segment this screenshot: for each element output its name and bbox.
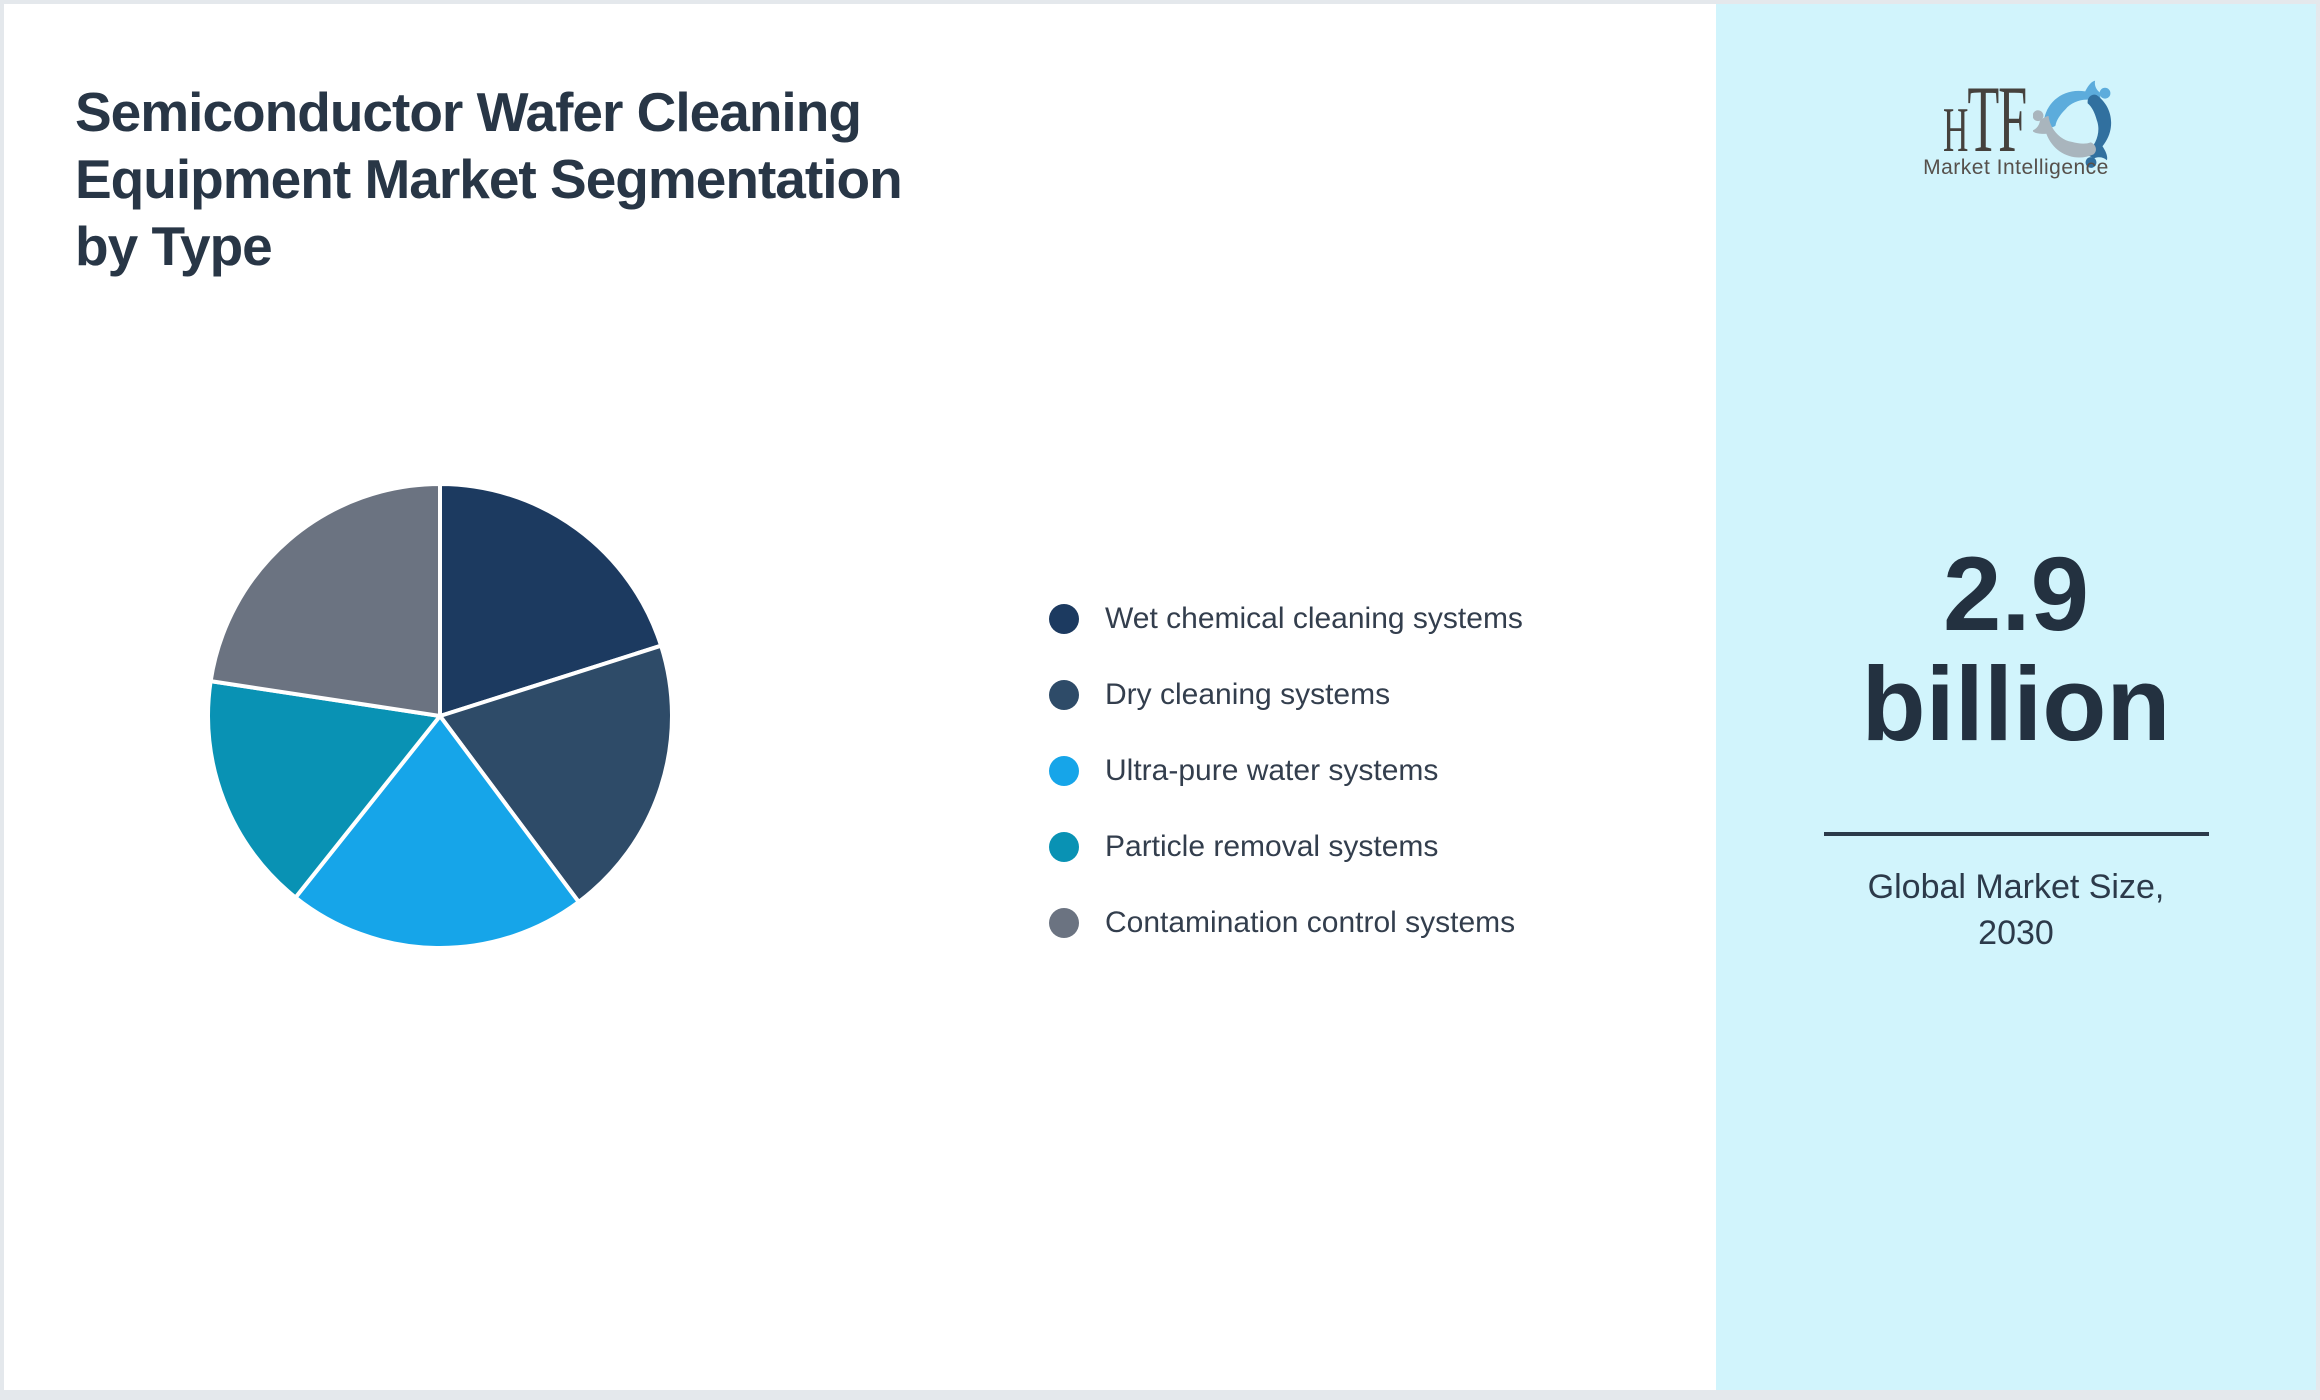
legend-label: Wet chemical cleaning systems xyxy=(1105,602,1523,635)
pie-slice-5 xyxy=(208,482,442,718)
page-title-line-2: Equipment Market Segmentation xyxy=(75,147,903,210)
legend-item: Wet chemical cleaning systems xyxy=(1049,602,1523,635)
swirl-dolphin-dark-blue xyxy=(2085,94,2111,161)
market-size-block: 2.9 billion Global Market Size, 2030 xyxy=(1716,540,2316,956)
htf-logo-row: HTF xyxy=(1716,70,2316,170)
main-area: Semiconductor Wafer Cleaning Equipment M… xyxy=(4,4,1716,1390)
pie-slice-4 xyxy=(206,679,442,900)
pie-slice-1 xyxy=(438,482,664,718)
market-size-label: Global Market Size, 2030 xyxy=(1716,864,2316,956)
market-size-value: 2.9 billion xyxy=(1716,540,2316,760)
legend-item: Ultra-pure water systems xyxy=(1049,754,1523,787)
market-size-label-line-2: 2030 xyxy=(1978,914,2054,952)
legend-swatch xyxy=(1049,908,1079,938)
swirl-dot-light-blue xyxy=(2099,87,2110,99)
page-title-line-1: Semiconductor Wafer Cleaning xyxy=(75,80,862,143)
htf-logo-text: HTF xyxy=(1943,72,2027,177)
legend-label: Contamination control systems xyxy=(1105,906,1516,939)
legend-item: Dry cleaning systems xyxy=(1049,678,1523,711)
page-title: Semiconductor Wafer Cleaning Equipment M… xyxy=(75,79,903,280)
market-size-value-line-2: billion xyxy=(1861,646,2171,763)
legend-label: Particle removal systems xyxy=(1105,830,1439,863)
pie-chart-svg xyxy=(206,482,674,950)
market-size-divider xyxy=(1823,832,2209,836)
pie-slice-3 xyxy=(293,714,581,950)
legend-swatch xyxy=(1049,756,1079,786)
htf-logo: HTF Market Intelligence xyxy=(1716,70,2316,180)
legend-item: Particle removal systems xyxy=(1049,830,1523,863)
swirl-dolphin-gray xyxy=(2032,115,2096,158)
legend-label: Ultra-pure water systems xyxy=(1105,754,1439,787)
page-title-line-3: by Type xyxy=(75,214,273,277)
pie-slice-2 xyxy=(438,643,674,904)
legend-item: Contamination control systems xyxy=(1049,906,1523,939)
market-size-label-line-1: Global Market Size, xyxy=(1867,868,2165,906)
legend-swatch xyxy=(1049,832,1079,862)
swirl-dot-gray xyxy=(2032,110,2043,122)
legend-label: Dry cleaning systems xyxy=(1105,678,1391,711)
swirl-dot-dark-blue xyxy=(2085,157,2096,168)
htf-logo-subtitle: Market Intelligence xyxy=(1923,156,2109,179)
pie-chart xyxy=(204,480,676,952)
legend-swatch xyxy=(1049,604,1079,634)
htf-logo-letters-tf: TF xyxy=(1967,66,2028,172)
swirl-dolphin-light-blue xyxy=(2043,80,2100,128)
legend: Wet chemical cleaning systems Dry cleani… xyxy=(1049,602,1523,939)
htf-logo-letter-h: H xyxy=(1943,94,1968,165)
legend-swatch xyxy=(1049,680,1079,710)
htf-logo-swirl-icon xyxy=(2032,80,2111,168)
sidebar: HTF Market Intelligence xyxy=(1716,4,2316,1390)
market-size-value-line-1: 2.9 xyxy=(1943,536,2089,653)
